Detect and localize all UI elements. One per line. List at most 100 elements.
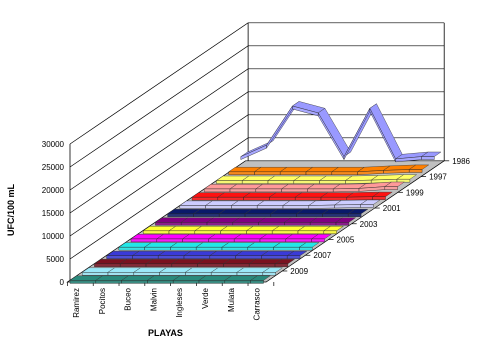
ribbon-face — [180, 222, 208, 226]
x-tick-label: Buceo — [124, 287, 133, 310]
ribbon-face — [81, 272, 109, 276]
ribbon-face — [147, 280, 174, 284]
y-tick-label: 0 — [60, 278, 65, 287]
series-ribbon-2007 — [93, 259, 296, 267]
ribbon-face — [241, 180, 269, 184]
ribbon-face — [95, 280, 122, 284]
ribbon-face — [255, 188, 282, 193]
ribbon-face — [94, 263, 121, 267]
ribbon-face — [261, 255, 288, 259]
ribbon-face — [144, 246, 171, 251]
ribbon-face — [157, 255, 185, 259]
ribbon-face — [274, 263, 289, 267]
ribbon-face — [218, 213, 246, 218]
ribbon-face — [183, 255, 211, 259]
ribbon-face — [323, 230, 337, 235]
ribbon-face — [156, 238, 183, 243]
x-tick-label: Ramirez — [72, 288, 81, 318]
ribbon-face — [334, 204, 361, 209]
depth-tick-label: 2001 — [383, 204, 401, 213]
ribbon-face — [235, 255, 262, 259]
ribbon-face — [421, 156, 435, 160]
ribbon-face — [346, 196, 373, 201]
ribbon-face — [383, 169, 410, 174]
ribbon-face — [259, 238, 286, 243]
ribbon-face — [197, 263, 224, 267]
ribbon-face — [384, 186, 398, 190]
ribbon-face — [343, 108, 370, 160]
series-ribbon-1997 — [215, 174, 418, 184]
series-ribbon-2002 — [154, 217, 357, 226]
ribbon-face — [270, 213, 297, 218]
ribbon-face — [272, 230, 299, 235]
ribbon-face — [266, 105, 293, 149]
x-tick-label: Mulata — [227, 287, 236, 312]
ribbon-face — [308, 204, 335, 209]
ribbon-face — [409, 169, 423, 173]
ribbon-face — [396, 178, 411, 183]
ribbon-face — [233, 238, 261, 243]
ribbon-face — [257, 205, 284, 209]
series-ribbon-1986 — [240, 101, 442, 163]
ribbon-face — [229, 188, 257, 193]
series-ribbon-2008 — [81, 267, 284, 276]
ribbon-face — [319, 180, 346, 184]
ribbon-face — [170, 246, 197, 251]
y-tick-label: 30000 — [42, 140, 65, 149]
ribbon-face — [297, 230, 324, 235]
series-ribbon-2006 — [105, 250, 308, 259]
ribbon-face — [185, 272, 212, 276]
ribbon-face — [205, 205, 232, 209]
depth-tick-label: 1997 — [429, 173, 447, 182]
ribbon-face — [231, 205, 258, 209]
ribbon-face — [284, 222, 311, 226]
ribbon-face — [194, 230, 221, 235]
ribbon-face — [273, 246, 300, 251]
ribbon-face — [305, 171, 332, 176]
series-ribbon-2001 — [166, 208, 369, 218]
ribbon-face — [296, 213, 323, 218]
ribbon-face — [280, 171, 307, 176]
ribbon-face — [310, 222, 337, 226]
ribbon-face — [195, 246, 223, 251]
ribbon-face — [299, 246, 313, 251]
ribbon-face — [133, 272, 160, 276]
ribbon-face — [179, 205, 206, 209]
ribbon-face — [267, 180, 294, 184]
ribbon-face — [159, 272, 186, 276]
ribbon-face — [142, 230, 170, 235]
ribbon-face — [254, 171, 281, 176]
ribbon-face — [236, 272, 263, 276]
ribbon-face — [228, 171, 255, 176]
ribbon-face — [247, 246, 274, 251]
ribbon-segment — [369, 103, 403, 160]
depth-tick-label: 2007 — [313, 251, 331, 260]
ribbon-face — [360, 204, 374, 208]
gridline — [69, 22, 445, 145]
ribbon-face — [240, 144, 267, 160]
series-ribbon-2000 — [179, 199, 381, 209]
ribbon-face — [232, 222, 259, 226]
ribbon-face — [168, 230, 196, 235]
depth-tick-label: 1986 — [452, 157, 470, 166]
series-ribbon-1999 — [191, 191, 393, 201]
ribbon-face — [193, 213, 220, 218]
series-ribbon-2004 — [130, 234, 332, 243]
y-tick-label: 20000 — [42, 186, 65, 195]
x-tick-label: Carrasco — [253, 287, 262, 320]
series-ribbon-2003 — [142, 226, 345, 235]
chart-walls — [69, 22, 445, 283]
ribbon-face — [224, 280, 251, 284]
depth-tick-label: 2003 — [360, 220, 378, 229]
ribbon-face — [145, 263, 173, 267]
series-ribbon-1987 — [227, 164, 430, 176]
ribbon-face — [307, 188, 334, 193]
ribbon-face — [243, 196, 270, 201]
x-tick-label: Malvin — [149, 288, 158, 311]
ribbon-face — [106, 255, 133, 259]
ribbon-face — [246, 230, 273, 235]
ribbon-face — [221, 246, 249, 251]
ribbon-face — [121, 280, 148, 284]
series-ribbon-1998 — [203, 181, 406, 193]
